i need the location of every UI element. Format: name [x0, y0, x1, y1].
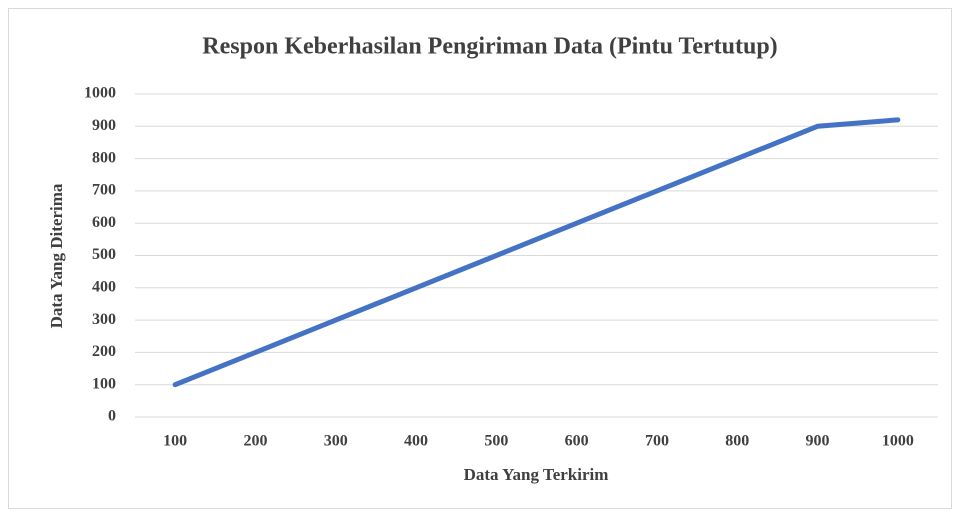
y-tick-label: 1000: [84, 85, 116, 102]
y-tick-label: 500: [92, 246, 116, 263]
y-axis-label: Data Yang Diterima: [47, 183, 66, 328]
x-tick-label: 200: [243, 433, 267, 450]
y-tick-label: 200: [92, 343, 116, 360]
x-axis-label: Data Yang Terkirim: [464, 465, 609, 484]
x-tick-label: 300: [324, 433, 348, 450]
chart-border: [8, 8, 952, 509]
y-tick-label: 900: [92, 117, 116, 134]
x-tick-label: 800: [725, 433, 749, 450]
line: [172, 117, 901, 388]
y-tick-label: 600: [92, 214, 116, 231]
y-tick-label: 800: [92, 149, 116, 166]
x-tick-label: 500: [484, 433, 508, 450]
chart-title: Respon Keberhasilan Pengiriman Data (Pin…: [202, 34, 777, 60]
y-tick-label: 700: [92, 182, 116, 199]
x-tick-label: 400: [404, 433, 428, 450]
y-tick-label: 400: [92, 278, 116, 295]
y-tick-label: 0: [108, 408, 116, 425]
x-tick-label: 1000: [882, 433, 914, 450]
y-tick-label: 100: [92, 375, 116, 392]
x-tick-label: 600: [565, 433, 589, 450]
x-tick-label: 700: [645, 433, 669, 450]
x-tick-label: 900: [806, 433, 830, 450]
x-tick-label: 100: [163, 433, 187, 450]
y-tick-label: 300: [92, 311, 116, 328]
